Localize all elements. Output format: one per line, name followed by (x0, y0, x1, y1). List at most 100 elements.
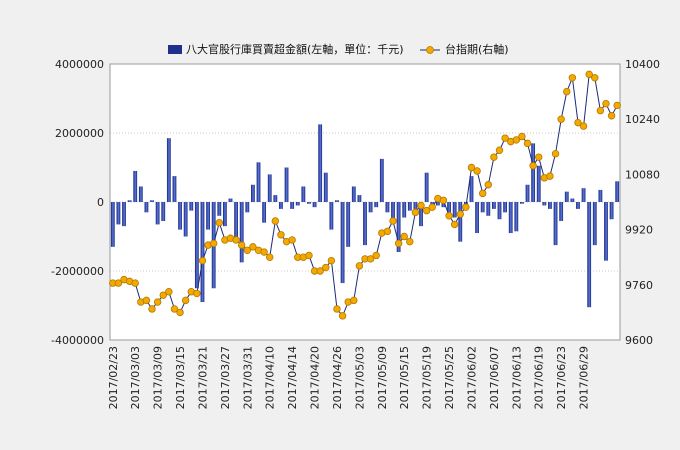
y-left-tick-label: 0 (97, 196, 104, 209)
line-point (585, 70, 593, 79)
line-point (450, 220, 459, 229)
bar (407, 202, 412, 211)
bar (475, 202, 479, 234)
bar (295, 202, 300, 206)
bar (424, 172, 429, 202)
line-point (484, 181, 492, 189)
x-tick-label: 2017/05/25 (443, 346, 456, 409)
bar (564, 191, 569, 202)
bar (312, 202, 317, 208)
x-tick-label: 2017/04/10 (264, 346, 277, 409)
bar (491, 202, 496, 209)
bar (592, 202, 597, 246)
line-point (456, 210, 464, 218)
line-point (557, 115, 565, 123)
line-point (546, 172, 554, 180)
bar (536, 165, 541, 202)
line-point (366, 255, 375, 263)
y-right-tick-label: 10240 (625, 113, 660, 126)
line-point (389, 217, 397, 225)
line-point (249, 243, 257, 251)
bar (318, 124, 323, 202)
bar (553, 202, 558, 246)
line-point (523, 139, 532, 148)
y-right-tick-label: 10080 (625, 168, 660, 181)
bar (194, 202, 199, 289)
x-tick-label: 2017/05/19 (421, 346, 434, 409)
bar (161, 202, 166, 221)
line-point (142, 296, 151, 305)
legend-line-marker (426, 46, 434, 54)
bar (222, 202, 227, 227)
plot-border (109, 63, 621, 341)
bar (239, 202, 244, 263)
bar (525, 184, 530, 202)
x-tick-label: 2017/06/29 (578, 346, 591, 409)
bar (172, 176, 177, 202)
x-tick-label: 2017/03/21 (196, 346, 209, 409)
bar (206, 202, 210, 230)
bar (497, 202, 502, 220)
line-point (266, 253, 274, 261)
bar (587, 202, 592, 308)
x-tick-label: 2017/06/23 (555, 346, 568, 409)
line-point (563, 87, 571, 96)
bar (452, 202, 457, 218)
x-tick-label: 2017/03/31 (241, 346, 254, 409)
bar (273, 195, 278, 202)
bar (256, 162, 261, 202)
bar (514, 202, 519, 232)
bar (435, 202, 440, 206)
line-point (439, 196, 448, 204)
line-point (383, 227, 392, 236)
bar (447, 202, 451, 213)
y-left-tick-label: 4000000 (55, 58, 104, 71)
bar (262, 202, 267, 223)
bar (458, 202, 463, 242)
bar (335, 200, 339, 202)
line-point (209, 239, 218, 248)
line-point (428, 203, 436, 211)
x-tick-label: 2017/05/03 (353, 346, 366, 409)
x-tick-label: 2017/02/23 (107, 346, 120, 409)
bar (576, 202, 580, 209)
bar (368, 202, 373, 213)
line-point (355, 262, 364, 270)
line-point (462, 203, 470, 211)
line-point (260, 248, 268, 256)
bar (396, 202, 401, 253)
line-point (232, 236, 240, 244)
line-point (181, 296, 190, 305)
bar (122, 202, 126, 227)
bar (189, 202, 194, 211)
line-point (579, 122, 588, 130)
x-tick-label: 2017/04/14 (286, 346, 299, 409)
bar (267, 174, 272, 202)
legend-bar-swatch (168, 45, 182, 54)
bar (357, 195, 362, 202)
line-point (551, 149, 560, 158)
line-point (176, 308, 184, 317)
bar (402, 202, 407, 218)
bar (413, 202, 418, 211)
bar (116, 202, 121, 225)
line-point (529, 162, 537, 170)
x-tick-label: 2017/06/19 (533, 346, 546, 409)
line-point (607, 112, 616, 120)
legend: 八大官股行庫買賣超金額(左軸，單位：千元) 台指期(右軸) (168, 42, 509, 56)
bar (279, 202, 283, 209)
bar (508, 202, 513, 234)
line-point (333, 305, 341, 313)
line-point (613, 101, 621, 110)
bar (419, 202, 423, 227)
bar (127, 200, 132, 202)
bar (379, 158, 384, 202)
line-point (193, 289, 201, 298)
line-point (501, 134, 509, 142)
line-point (478, 189, 487, 198)
line-point (591, 74, 599, 82)
bar (301, 186, 306, 202)
x-tick-label: 2017/03/15 (174, 346, 187, 409)
y-left-tick-label: -2000000 (51, 265, 104, 278)
